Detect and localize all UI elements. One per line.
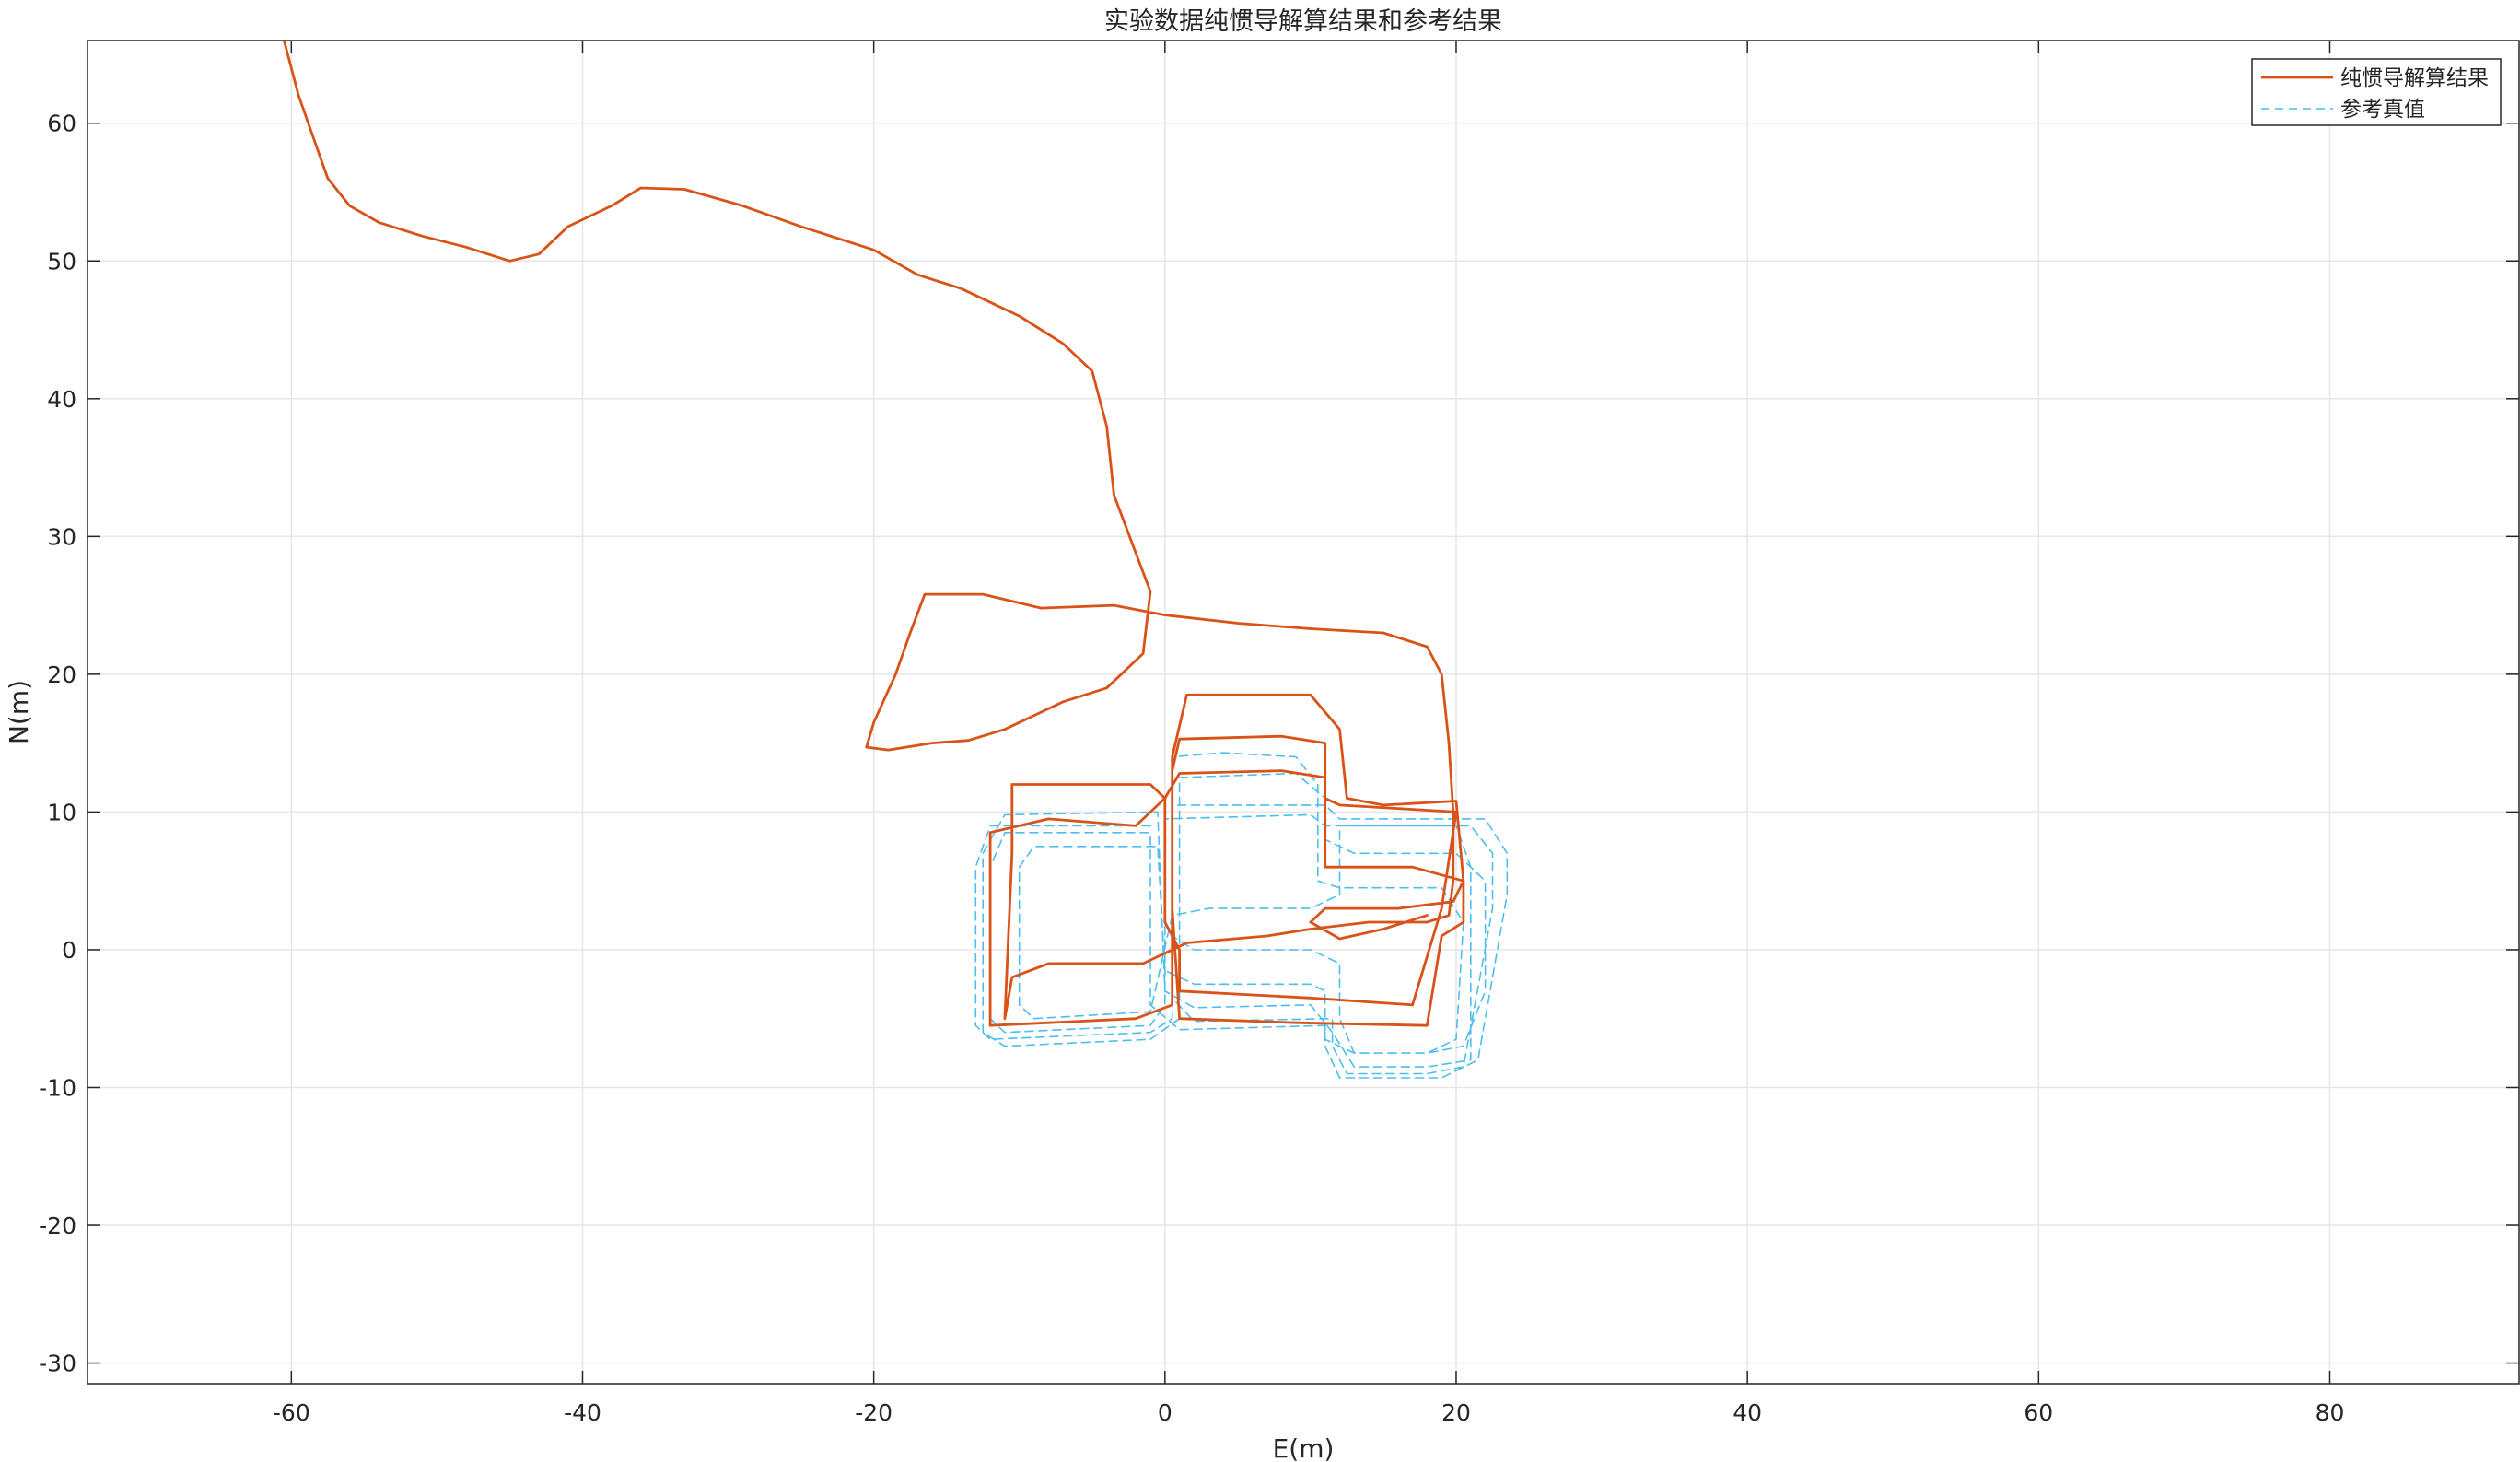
y-tick-label: 30 [47, 523, 76, 550]
y-tick-label: 50 [47, 248, 76, 275]
x-tick-label: -40 [564, 1399, 601, 1426]
x-tick-label: 80 [2316, 1399, 2345, 1426]
chart-title: 实验数据纯惯导解算结果和参考结果 [1104, 7, 1502, 36]
y-tick-label: 60 [47, 111, 76, 137]
y-tick-label: 10 [47, 799, 76, 825]
x-tick-label: -20 [855, 1399, 892, 1426]
y-tick-label: -10 [39, 1074, 76, 1101]
x-tick-label: -60 [273, 1399, 310, 1426]
x-axis-label: E(m) [1273, 1433, 1335, 1462]
plot-area [283, 41, 1509, 1079]
legend-label-ins: 纯惯导解算结果 [2340, 66, 2489, 90]
legend-box [2251, 58, 2502, 126]
grid [88, 41, 2519, 1384]
y-tick-label: 0 [62, 937, 76, 964]
legend-label-reference: 参考真值 [2340, 98, 2425, 122]
axis-ticks: -60 -40 -20 0 20 40 60 80 -30 -20 -10 0 10 20 30 40 50 60 [39, 41, 2519, 1426]
y-tick-label: 40 [47, 386, 76, 413]
x-tick-label: 60 [2024, 1399, 2053, 1426]
series-reference-line [974, 752, 1509, 1079]
x-tick-label: 20 [1441, 1399, 1471, 1426]
x-tick-label: 0 [1158, 1399, 1172, 1426]
axes-box [87, 40, 2520, 1385]
legend: 纯惯导解算结果 参考真值 [2251, 58, 2502, 126]
x-tick-label: 40 [1732, 1399, 1762, 1426]
series-ins-line [283, 41, 1465, 1027]
y-tick-label: -20 [39, 1212, 76, 1239]
y-axis-label: N(m) [4, 680, 34, 744]
y-tick-label: -30 [39, 1351, 76, 1377]
y-tick-label: 20 [47, 661, 76, 688]
